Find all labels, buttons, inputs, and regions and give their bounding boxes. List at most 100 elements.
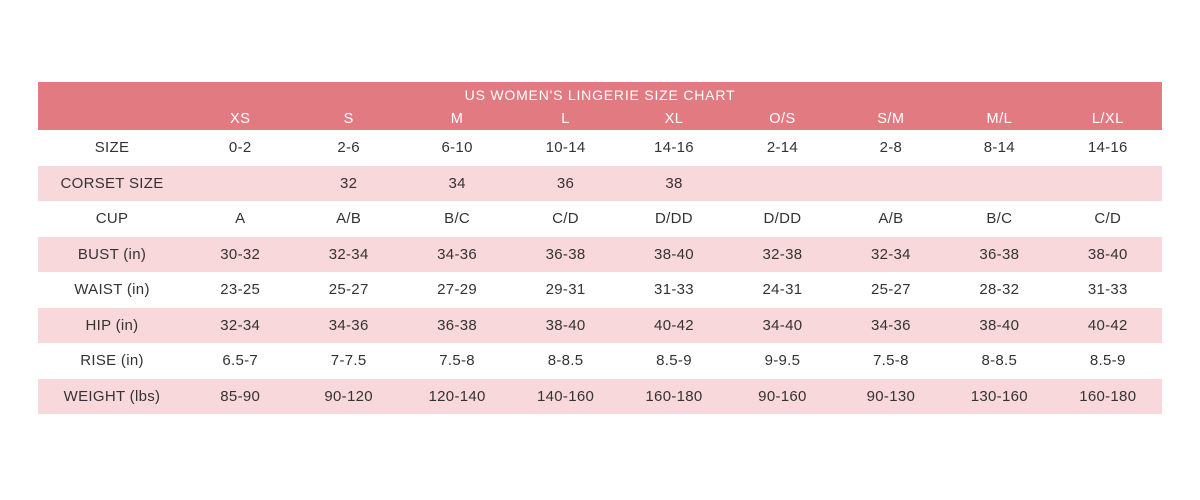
table-row: CORSET SIZE 32 34 36 38 bbox=[38, 165, 1162, 202]
table-cell: A/B bbox=[878, 210, 904, 228]
table-cell: 36-38 bbox=[979, 245, 1020, 263]
column-header: O/S bbox=[769, 110, 796, 127]
table-cell: C/D bbox=[552, 210, 579, 228]
table-cell: 38-40 bbox=[1087, 245, 1128, 263]
table-cell: 32-38 bbox=[762, 245, 803, 263]
table-cell: 2-8 bbox=[879, 139, 903, 157]
table-cell: 90-130 bbox=[866, 387, 916, 405]
table-cell: 14-16 bbox=[1087, 139, 1128, 157]
table-cell: D/DD bbox=[655, 210, 693, 228]
table-cell: 36-38 bbox=[545, 245, 586, 263]
column-header: M/L bbox=[986, 110, 1013, 127]
table-cell: 31-33 bbox=[1087, 281, 1128, 299]
column-header: S bbox=[343, 110, 354, 127]
table-cell: 160-180 bbox=[1079, 387, 1137, 405]
row-label: HIP (in) bbox=[85, 316, 139, 334]
table-row: CUP A A/B B/C C/D D/DD D/DD A/B B/C C/D bbox=[38, 201, 1162, 237]
table-cell: 90-160 bbox=[758, 387, 807, 405]
table-cell: 8-8.5 bbox=[547, 352, 584, 370]
column-header: S/M bbox=[877, 110, 905, 127]
row-label: CORSET SIZE bbox=[60, 174, 164, 192]
table-row: WAIST (in) 23-25 25-27 27-29 29-31 31-33 24-31… bbox=[38, 272, 1162, 308]
table-cell: 34-40 bbox=[762, 316, 803, 334]
size-chart-table: US WOMEN'S LINGERIE SIZE CHART XS S M L XL O/… bbox=[38, 82, 1162, 414]
table-cell: 7-7.5 bbox=[330, 352, 367, 370]
table-cell: 27-29 bbox=[437, 281, 478, 299]
table-cell: 8-14 bbox=[983, 139, 1015, 157]
table-cell: D/DD bbox=[763, 210, 802, 228]
column-header: L bbox=[561, 110, 570, 127]
table-row: WEIGHT (lbs) 85-90 90-120 120-140 140-160 160… bbox=[38, 378, 1162, 414]
table-cell: 34-36 bbox=[870, 316, 911, 334]
table-cell: B/C bbox=[986, 210, 1013, 228]
table-cell: 32 bbox=[340, 174, 358, 192]
table-cell: B/C bbox=[444, 210, 471, 228]
table-cell: C/D bbox=[1094, 210, 1122, 228]
table-cell: 25-27 bbox=[328, 281, 369, 299]
table-row: BUST (in) 30-32 32-34 34-36 36-38 38-40 32-38 3… bbox=[38, 236, 1162, 272]
table-cell: 8.5-9 bbox=[656, 352, 692, 370]
table-cell: 36-38 bbox=[437, 316, 478, 334]
table-cell bbox=[728, 166, 836, 202]
table-row: HIP (in) 32-34 34-36 36-38 38-40 40-42 34-40 34… bbox=[38, 307, 1162, 343]
table-cell: 32-34 bbox=[870, 245, 911, 263]
table-cell: 85-90 bbox=[220, 387, 261, 405]
table-cell: 9-9.5 bbox=[764, 352, 801, 370]
table-cell: 38-40 bbox=[654, 245, 694, 263]
table-cell bbox=[1054, 166, 1162, 202]
table-cell: 40-42 bbox=[1087, 316, 1128, 334]
table-cell: 7.5-8 bbox=[873, 352, 909, 370]
row-label: WEIGHT (lbs) bbox=[63, 387, 161, 405]
table-cell: 28-32 bbox=[979, 281, 1020, 299]
chart-title: US WOMEN'S LINGERIE SIZE CHART bbox=[38, 82, 1162, 107]
table-cell: 140-160 bbox=[536, 387, 595, 405]
column-header: XL bbox=[664, 110, 684, 127]
table-cell: A bbox=[235, 210, 246, 228]
table-cell: A/B bbox=[336, 210, 362, 228]
column-header-row: XS S M L XL O/S S/M M/L L/XL bbox=[38, 107, 1162, 130]
row-label: WAIST (in) bbox=[74, 281, 150, 299]
column-header: XS bbox=[230, 110, 251, 127]
table-cell: 38-40 bbox=[545, 316, 586, 334]
table-body: SIZE 0-2 2-6 6-10 10-14 14-16 2-14 2-8 8-14 14-16… bbox=[38, 130, 1162, 414]
table-cell: 23-25 bbox=[220, 281, 261, 299]
table-row: SIZE 0-2 2-6 6-10 10-14 14-16 2-14 2-8 8-14 14-16 bbox=[38, 130, 1162, 166]
table-cell: 40-42 bbox=[654, 316, 694, 334]
corner-cell bbox=[38, 107, 186, 130]
table-cell: 32-34 bbox=[328, 245, 369, 263]
column-header: L/XL bbox=[1091, 110, 1124, 127]
table-cell: 120-140 bbox=[428, 387, 486, 405]
table-cell: 8-8.5 bbox=[981, 352, 1018, 370]
table-cell bbox=[186, 166, 294, 202]
table-cell: 24-31 bbox=[762, 281, 803, 299]
table-cell: 32-34 bbox=[220, 316, 261, 334]
table-cell bbox=[945, 166, 1053, 202]
row-label: SIZE bbox=[94, 139, 130, 157]
table-cell: 130-160 bbox=[970, 387, 1028, 405]
table-cell: 6-10 bbox=[441, 139, 473, 157]
table-cell: 34-36 bbox=[328, 316, 369, 334]
table-cell: 38-40 bbox=[979, 316, 1020, 334]
column-header: M bbox=[450, 110, 464, 127]
table-cell: 34-36 bbox=[437, 245, 478, 263]
table-cell: 160-180 bbox=[645, 387, 703, 405]
table-cell: 36 bbox=[556, 174, 575, 192]
row-label: BUST (in) bbox=[77, 245, 147, 263]
table-cell: 14-16 bbox=[654, 139, 694, 157]
row-label: RISE (in) bbox=[80, 352, 144, 370]
table-cell: 29-31 bbox=[545, 281, 586, 299]
table-cell: 2-14 bbox=[766, 139, 799, 157]
table-cell: 0-2 bbox=[228, 139, 252, 157]
table-cell: 6.5-7 bbox=[222, 352, 259, 370]
table-cell: 30-32 bbox=[220, 245, 261, 263]
table-cell: 90-120 bbox=[324, 387, 373, 405]
table-cell: 34 bbox=[448, 174, 466, 192]
table-cell: 8.5-9 bbox=[1089, 352, 1126, 370]
table-cell: 25-27 bbox=[870, 281, 911, 299]
table-row: RISE (in) 6.5-7 7-7.5 7.5-8 8-8.5 8.5-9 9-9.5 7… bbox=[38, 343, 1162, 379]
table-cell: 10-14 bbox=[545, 139, 586, 157]
table-cell bbox=[837, 166, 945, 202]
table-cell: 31-33 bbox=[654, 281, 694, 299]
table-cell: 38 bbox=[665, 174, 683, 192]
table-cell: 7.5-8 bbox=[439, 352, 475, 370]
